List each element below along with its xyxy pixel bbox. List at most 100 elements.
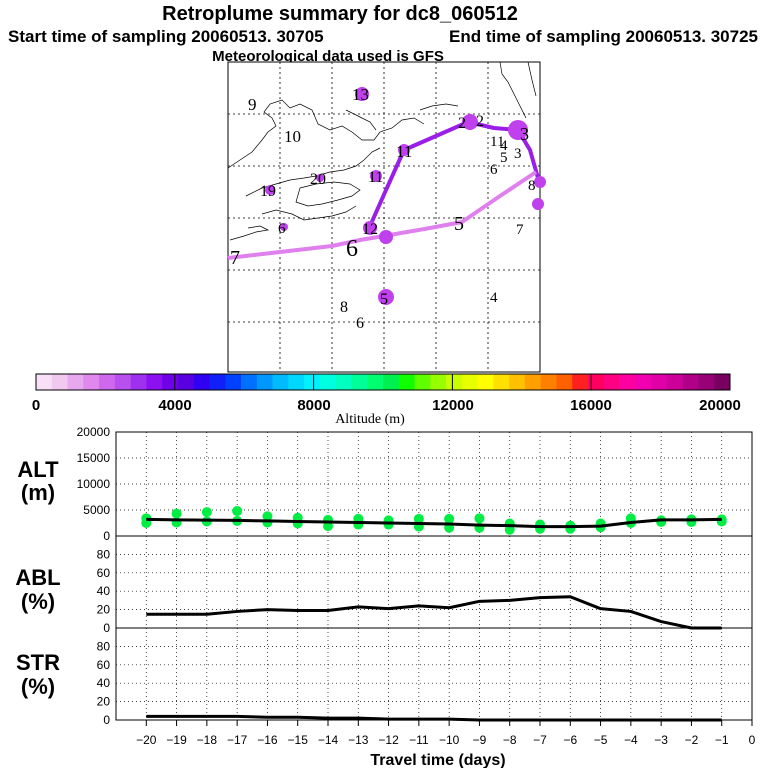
y-tick-label: 0: [103, 529, 110, 543]
colorbar-swatch: [99, 374, 116, 390]
x-tick-label: −7: [533, 733, 547, 747]
colorbar-swatch: [288, 374, 305, 390]
colorbar-swatch: [146, 374, 163, 390]
x-axis-label: Travel time (days): [370, 752, 505, 768]
map-label: 6: [278, 221, 286, 237]
colorbar-swatch: [177, 374, 195, 390]
marker: [379, 230, 393, 244]
colorbar-swatch: [193, 374, 210, 390]
colorbar-swatch: [509, 374, 526, 390]
panel-content: [141, 506, 727, 722]
alt-ylabel: ALT: [17, 457, 59, 482]
y-tick-label: 5000: [83, 503, 110, 517]
map-gridlines: [228, 62, 540, 372]
colorbar-swatch: [398, 374, 415, 390]
colorbar-swatch: [272, 374, 289, 390]
map-label: 11: [490, 134, 504, 150]
trajectory-map: 9 13 10 11 11 2 2 3 4 5 6 3 19 20 11 8 7…: [227, 61, 546, 373]
abl-ylabel: ABL: [15, 565, 60, 590]
colorbar-tick-label: 8000: [297, 397, 330, 414]
y-tick-label: 60: [97, 658, 111, 672]
colorbar-swatch: [83, 374, 100, 390]
marker: [363, 221, 377, 235]
map-label: 5: [454, 213, 464, 235]
time-series-panels: ALT (m) ABL (%) STR (%) Travel time (day…: [15, 431, 753, 768]
x-tick-label: −10: [439, 733, 460, 747]
map-label: 13: [352, 85, 369, 104]
marker: [532, 198, 544, 210]
map-label: 11: [368, 169, 383, 186]
alt-scatter-point: [444, 513, 455, 524]
coastlines: [227, 61, 537, 241]
x-tick-label: −6: [563, 733, 577, 747]
map-label: 19: [260, 183, 276, 200]
colorbar-swatch: [477, 374, 494, 390]
map-label: 6: [346, 236, 358, 262]
colorbar-tick-label: 16000: [570, 397, 612, 414]
x-tick-label: −14: [318, 733, 339, 747]
colorbar-swatch: [714, 374, 731, 390]
str-series-line: [146, 714, 722, 722]
x-tick-label: −11: [409, 733, 429, 747]
altitude-colorbar: [35, 373, 731, 391]
x-tick-label: −15: [288, 733, 309, 747]
colorbar-swatch: [209, 374, 226, 390]
map-label: 7: [230, 247, 240, 269]
colorbar-swatch: [225, 374, 242, 390]
map-label: 4: [490, 290, 498, 306]
colorbar-frame: [35, 373, 731, 391]
colorbar-swatch: [635, 374, 652, 390]
map-label: 4: [500, 138, 508, 154]
colorbar-swatch: [335, 374, 352, 390]
map-label: 2: [458, 115, 466, 132]
y-tick-label: 40: [97, 584, 111, 598]
map-label: 8: [528, 178, 536, 194]
colorbar-swatch: [414, 374, 431, 390]
map-label: 20: [310, 171, 326, 188]
map-label: 5: [500, 150, 508, 166]
map-label: 3: [520, 124, 529, 144]
marker: [462, 114, 478, 130]
x-tick-label: −18: [197, 733, 218, 747]
colorbar-swatch: [446, 374, 463, 390]
colorbar-swatch: [540, 374, 557, 390]
x-tick-label: −8: [503, 733, 517, 747]
colorbar-swatch: [588, 374, 605, 390]
colorbar-swatch: [162, 374, 179, 390]
map-label: 6: [490, 162, 498, 178]
map-label: 6: [356, 315, 364, 332]
alt-scatter-point: [323, 521, 333, 532]
x-tick-label: −13: [348, 733, 369, 747]
map-day-labels: 9 13 10 11 11 2 2 3 4 5 6 3 19 20 11 8 7…: [230, 85, 536, 332]
colorbar-swatch: [241, 374, 258, 390]
map-label: 12: [362, 221, 378, 238]
colorbar-swatch: [461, 374, 478, 390]
figure-title: Retroplume summary for dc8_060512: [162, 3, 518, 25]
colorbar-swatch: [383, 374, 400, 390]
x-tick-label: −17: [227, 733, 248, 747]
colorbar-swatch: [130, 374, 147, 390]
colorbar-swatch: [698, 374, 715, 390]
map-label: 9: [248, 95, 257, 114]
colorbar-swatch: [319, 374, 336, 390]
colorbar-tick-label: 4000: [158, 397, 191, 414]
colorbar-tick-label: 20000: [699, 397, 741, 414]
marker: [508, 120, 528, 140]
marker: [398, 144, 410, 156]
x-tick-label: −3: [654, 733, 668, 747]
x-tick-label: −2: [685, 733, 699, 747]
y-tick-label: 20: [97, 603, 111, 617]
marker: [370, 170, 382, 182]
colorbar-swatch: [682, 374, 699, 390]
y-tick-label: 10000: [77, 477, 111, 491]
map-label: 3: [514, 146, 522, 162]
colorbar-axis-label: Altitude (m): [335, 412, 405, 427]
colorbar-swatch: [556, 374, 573, 390]
x-tick-label: −12: [378, 733, 399, 747]
colorbar-swatch: [651, 374, 668, 390]
str-panel-frame: [115, 627, 753, 721]
x-tick-label: −16: [257, 733, 278, 747]
map-label: 7: [516, 222, 524, 238]
marker: [265, 185, 275, 195]
colorbar-swatch: [367, 374, 384, 390]
